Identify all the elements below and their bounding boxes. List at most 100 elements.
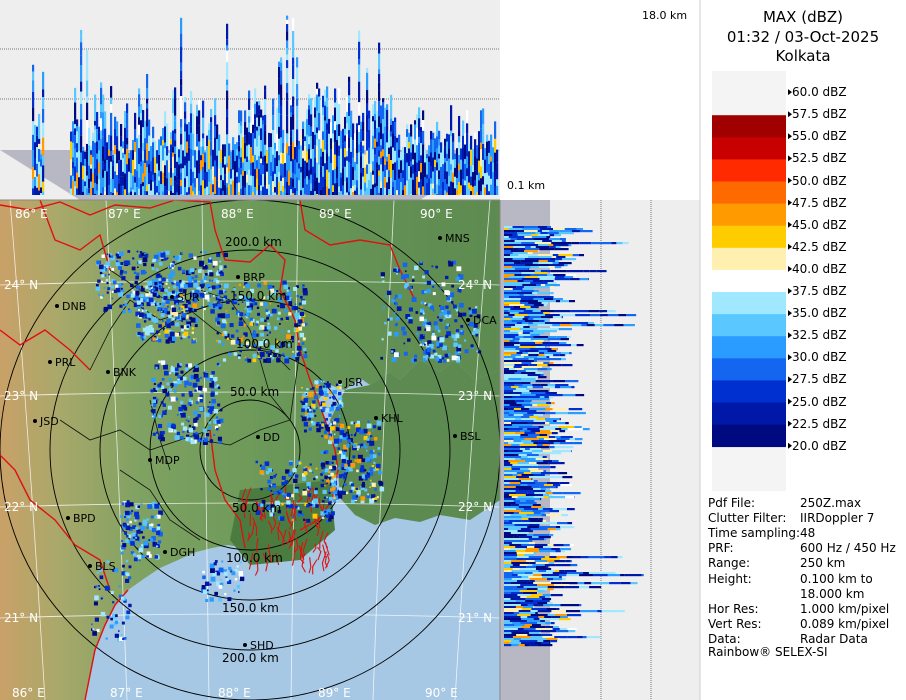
legend-swatch — [712, 137, 786, 160]
legend-swatch — [712, 159, 786, 182]
right-profile-row — [504, 478, 533, 481]
top-profile-column — [304, 121, 307, 195]
lat-label-right: 21° N — [458, 611, 492, 625]
top-profile-column — [382, 98, 385, 195]
right-profile-row — [504, 406, 531, 409]
top-profile-column — [100, 82, 103, 195]
right-profile-row — [504, 344, 584, 347]
top-profile-column — [224, 144, 227, 195]
top-profile-column — [258, 100, 261, 195]
right-profile-row — [504, 502, 537, 505]
top-profile-column — [162, 128, 165, 195]
legend-tick — [788, 155, 792, 162]
top-profile-column — [150, 146, 153, 195]
top-profile-column — [388, 130, 391, 195]
top-profile-column — [466, 109, 469, 195]
info-key: Data: — [708, 632, 741, 647]
top-profile-column — [158, 139, 161, 195]
top-profile-column — [320, 148, 323, 195]
top-profile-column — [130, 150, 133, 195]
place-jsd: JSD — [33, 415, 59, 428]
top-profile-column — [72, 121, 75, 195]
top-profile-column — [340, 130, 343, 195]
right-profile-row — [504, 580, 535, 583]
right-profile-row — [504, 368, 552, 371]
range-label: 100.0 km — [226, 551, 283, 565]
top-profile-column — [122, 141, 125, 195]
top-profile-column — [268, 132, 271, 195]
top-profile-column — [314, 96, 317, 195]
right-profile-row — [504, 240, 566, 243]
legend-swatch — [712, 358, 786, 381]
right-profile-row — [504, 468, 539, 471]
right-profile-row — [504, 292, 554, 295]
top-profile-column — [334, 88, 337, 195]
top-profile-column — [180, 17, 183, 195]
right-profile-row — [504, 538, 547, 541]
top-profile-column — [238, 110, 241, 195]
top-profile-column — [284, 146, 287, 195]
right-profile-row — [504, 490, 552, 493]
right-profile-row — [504, 248, 569, 251]
top-profile-column — [134, 112, 137, 195]
right-profile-row — [504, 388, 530, 391]
top-profile-column — [434, 138, 437, 195]
legend-color-scale — [712, 71, 792, 492]
right-profile-row — [504, 328, 572, 331]
top-profile-column — [272, 98, 275, 195]
top-profile-column — [478, 131, 481, 195]
echo-cluster — [95, 250, 229, 314]
top-profile-column — [254, 88, 257, 195]
legend-tick — [788, 111, 792, 118]
legend-label: 32.5 dBZ — [792, 328, 847, 343]
right-profile-row — [504, 422, 569, 425]
top-profile-column — [240, 110, 243, 195]
lon-label-bottom: 86° E — [12, 686, 45, 700]
top-profile-column — [492, 147, 495, 195]
right-profile-row — [504, 558, 561, 561]
top-profile-column — [344, 116, 347, 195]
right-profile-row — [504, 378, 538, 381]
top-profile-column — [182, 150, 185, 195]
top-profile-column — [208, 123, 211, 195]
top-profile-column — [110, 86, 113, 195]
top-profile-column — [330, 122, 333, 195]
right-profile-row — [504, 322, 595, 325]
top-profile-column — [356, 123, 359, 195]
right-profile-row — [504, 466, 556, 469]
top-profile-column — [464, 133, 467, 195]
right-profile-row — [504, 276, 574, 279]
info-value: Radar Data — [800, 632, 868, 647]
legend-tick — [788, 398, 792, 405]
right-profile-row — [504, 536, 551, 539]
place-bnk: BNK — [106, 366, 137, 379]
legend-label: 25.0 dBZ — [792, 394, 847, 409]
right-profile-row — [504, 550, 566, 553]
lat-label-left: 21° N — [4, 611, 38, 625]
right-profile-row — [504, 546, 552, 549]
top-profile-column — [438, 130, 441, 195]
top-profile-column — [178, 149, 181, 195]
top-profile-column — [156, 150, 159, 195]
legend-tick — [788, 221, 792, 228]
legend-swatch — [712, 314, 786, 337]
top-profile-column — [324, 89, 327, 195]
echo-cluster — [150, 360, 224, 445]
right-profile-row — [504, 470, 547, 473]
right-profile-row — [504, 434, 548, 437]
right-profile-row — [504, 578, 566, 581]
top-profile-column — [396, 137, 399, 195]
top-profile-column — [360, 121, 363, 195]
legend-tick — [788, 310, 792, 317]
top-profile-column — [416, 114, 419, 195]
top-profile-column — [120, 123, 123, 195]
right-profile-row — [504, 456, 547, 459]
right-profile-row — [504, 564, 578, 567]
right-profile-row — [504, 624, 541, 627]
legend-label: 42.5 dBZ — [792, 239, 847, 254]
lat-label-right: 23° N — [458, 389, 492, 403]
top-profile-column — [128, 152, 131, 195]
legend-label: 55.0 dBZ — [792, 129, 847, 144]
top-profile-column — [264, 85, 267, 195]
right-profile-row — [504, 486, 558, 489]
